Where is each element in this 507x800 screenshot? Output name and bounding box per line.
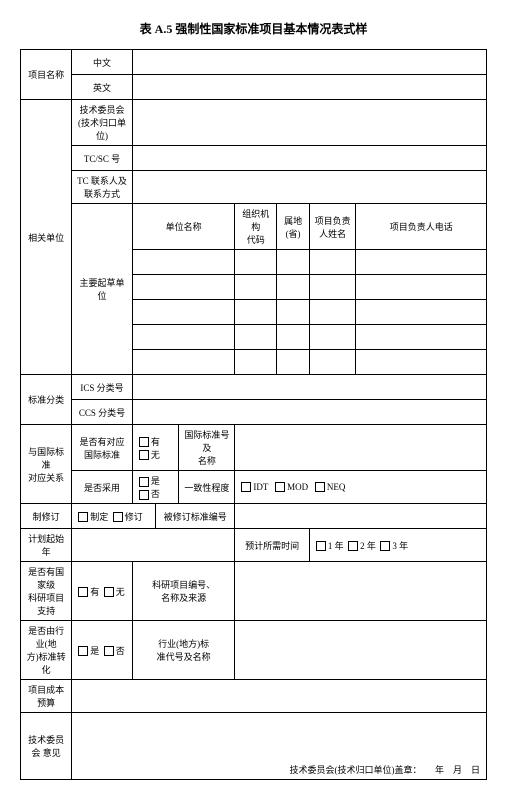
drafter-row[interactable] [132, 275, 235, 300]
label-industry-code: 行业(地方)标 准代号及名称 [132, 621, 235, 680]
label-budget: 项目成本预算 [21, 680, 72, 713]
label-intl-rel: 与国际标准 对应关系 [21, 425, 72, 504]
field-tech-committee[interactable] [132, 100, 486, 146]
label-is-industry: 是否由行业(地 方)标准转化 [21, 621, 72, 680]
drafter-row[interactable] [132, 325, 235, 350]
label-ccs: CCS 分类号 [72, 400, 133, 425]
field-plan-start[interactable] [72, 529, 235, 562]
field-committee-opinion[interactable]: 技术委员会(技术归口单位)盖章： 年 月 日 [72, 713, 487, 780]
opt-is-adopt[interactable]: 是 否 [132, 471, 179, 504]
header-unit-name: 单位名称 [132, 204, 235, 250]
header-region: 属地 (省) [277, 204, 310, 250]
opt-is-industry[interactable]: 是 否 [72, 621, 133, 680]
opt-has-research[interactable]: 有 无 [72, 562, 133, 621]
field-intl-no[interactable] [235, 425, 487, 471]
drafter-row[interactable] [132, 250, 235, 275]
field-revised-no[interactable] [235, 504, 487, 529]
label-cn: 中文 [72, 50, 133, 75]
label-revised-no: 被修订标准编号 [156, 504, 235, 529]
field-budget[interactable] [72, 680, 487, 713]
drafter-row[interactable] [132, 300, 235, 325]
field-tcsc[interactable] [132, 146, 486, 171]
field-research-no[interactable] [235, 562, 487, 621]
label-expect-cycle: 预计所需时间 [235, 529, 310, 562]
drafter-row[interactable] [132, 350, 235, 375]
field-ccs[interactable] [132, 400, 486, 425]
main-table: 项目名称 中文 英文 相关单位 技术委员会 (技术归口单位) TC/SC 号 T… [20, 49, 487, 780]
label-tech-committee: 技术委员会 (技术归口单位) [72, 100, 133, 146]
opt-expect-cycle[interactable]: 1 年 2 年 3 年 [309, 529, 486, 562]
label-revise: 制修订 [21, 504, 72, 529]
label-is-adopt: 是否采用 [72, 471, 133, 504]
field-cn[interactable] [132, 50, 486, 75]
label-tc-contact: TC 联系人及 联系方式 [72, 171, 133, 204]
label-related-unit: 相关单位 [21, 100, 72, 375]
label-tcsc: TC/SC 号 [72, 146, 133, 171]
table-title: 表 A.5 强制性国家标准项目基本情况表式样 [20, 20, 487, 37]
label-project-name: 项目名称 [21, 50, 72, 100]
label-committee-opinion: 技术委员会 意见 [21, 713, 72, 780]
header-leader-phone: 项目负责人电话 [356, 204, 487, 250]
label-ics: ICS 分类号 [72, 375, 133, 400]
field-tc-contact[interactable] [132, 171, 486, 204]
opt-has-intl[interactable]: 有 无 [132, 425, 179, 471]
label-research-no: 科研项目编号、 名称及来源 [132, 562, 235, 621]
label-intl-no: 国际标准号及 名称 [179, 425, 235, 471]
label-has-research: 是否有国家级 科研项目支持 [21, 562, 72, 621]
label-consistency: 一致性程度 [179, 471, 235, 504]
label-plan-start: 计划起始年 [21, 529, 72, 562]
label-en: 英文 [72, 75, 133, 100]
field-industry-code[interactable] [235, 621, 487, 680]
field-en[interactable] [132, 75, 486, 100]
label-main-drafter: 主要起草单位 [72, 204, 133, 375]
opt-consistency[interactable]: IDT MOD NEQ [235, 471, 487, 504]
field-ics[interactable] [132, 375, 486, 400]
header-org-code: 组织机构 代码 [235, 204, 277, 250]
header-leader-name: 项目负责 人姓名 [309, 204, 356, 250]
label-std-class: 标准分类 [21, 375, 72, 425]
label-has-intl: 是否有对应 国际标准 [72, 425, 133, 471]
opt-revise[interactable]: 制定 修订 [72, 504, 156, 529]
